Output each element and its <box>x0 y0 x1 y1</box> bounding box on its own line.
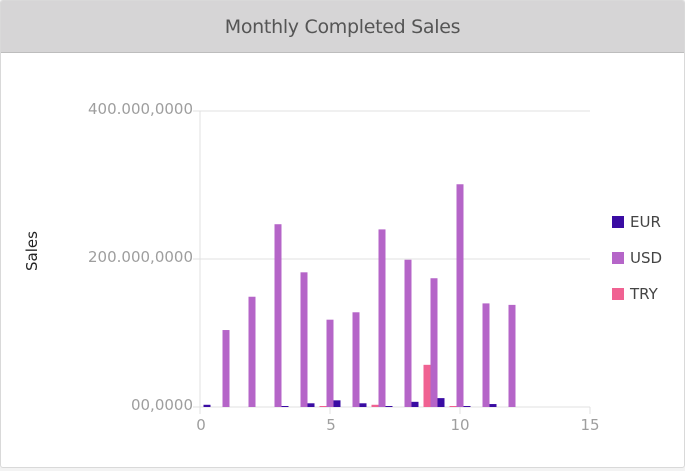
bar-usd <box>326 319 334 407</box>
bar-eur <box>437 398 445 407</box>
legend-item-eur[interactable]: EUR <box>612 213 662 231</box>
bar-usd <box>378 229 386 407</box>
legend-item-usd[interactable]: USD <box>612 249 662 267</box>
y-axis-label: Sales <box>23 231 41 271</box>
bar-eur <box>463 406 471 407</box>
bar-usd <box>248 296 256 407</box>
bar-eur <box>385 406 393 407</box>
bar-try <box>319 406 327 407</box>
x-tick-5: 5 <box>326 416 336 434</box>
x-tick-0: 0 <box>196 416 206 434</box>
bar-usd <box>456 184 464 407</box>
bar-usd <box>508 304 516 407</box>
bar-eur <box>489 404 497 407</box>
chart-legend: EUR USD TRY <box>612 213 662 321</box>
legend-label-try: TRY <box>630 285 658 303</box>
bar-try <box>371 404 379 407</box>
legend-label-usd: USD <box>630 249 663 267</box>
chart-title: Monthly Completed Sales <box>224 15 461 38</box>
legend-label-eur: EUR <box>630 213 661 231</box>
bar-usd <box>430 278 438 407</box>
card-header: Monthly Completed Sales <box>1 1 684 53</box>
x-tick-10: 10 <box>450 416 470 434</box>
bar-eur <box>307 403 315 407</box>
bar-eur <box>333 400 341 407</box>
legend-swatch-try <box>612 288 624 300</box>
legend-swatch-eur <box>612 216 624 228</box>
legend-item-try[interactable]: TRY <box>612 285 662 303</box>
legend-swatch-usd <box>612 252 624 264</box>
bar-usd <box>300 272 308 407</box>
bar-eur <box>203 404 211 407</box>
y-tick-400m: 400.000,0000 <box>88 100 193 118</box>
y-tick-0: 00,0000 <box>130 396 193 414</box>
bar-usd <box>222 330 230 407</box>
bar-eur <box>411 401 419 407</box>
bar-usd <box>404 259 412 407</box>
y-tick-200m: 200.000,0000 <box>88 248 193 266</box>
x-tick-15: 15 <box>580 416 600 434</box>
bar-eur <box>359 403 367 407</box>
bar-try <box>423 364 431 407</box>
bar-eur <box>281 406 289 407</box>
bar-try <box>449 406 457 407</box>
bar-usd <box>274 224 282 407</box>
bar-usd <box>482 303 490 407</box>
bar-usd <box>352 312 360 407</box>
